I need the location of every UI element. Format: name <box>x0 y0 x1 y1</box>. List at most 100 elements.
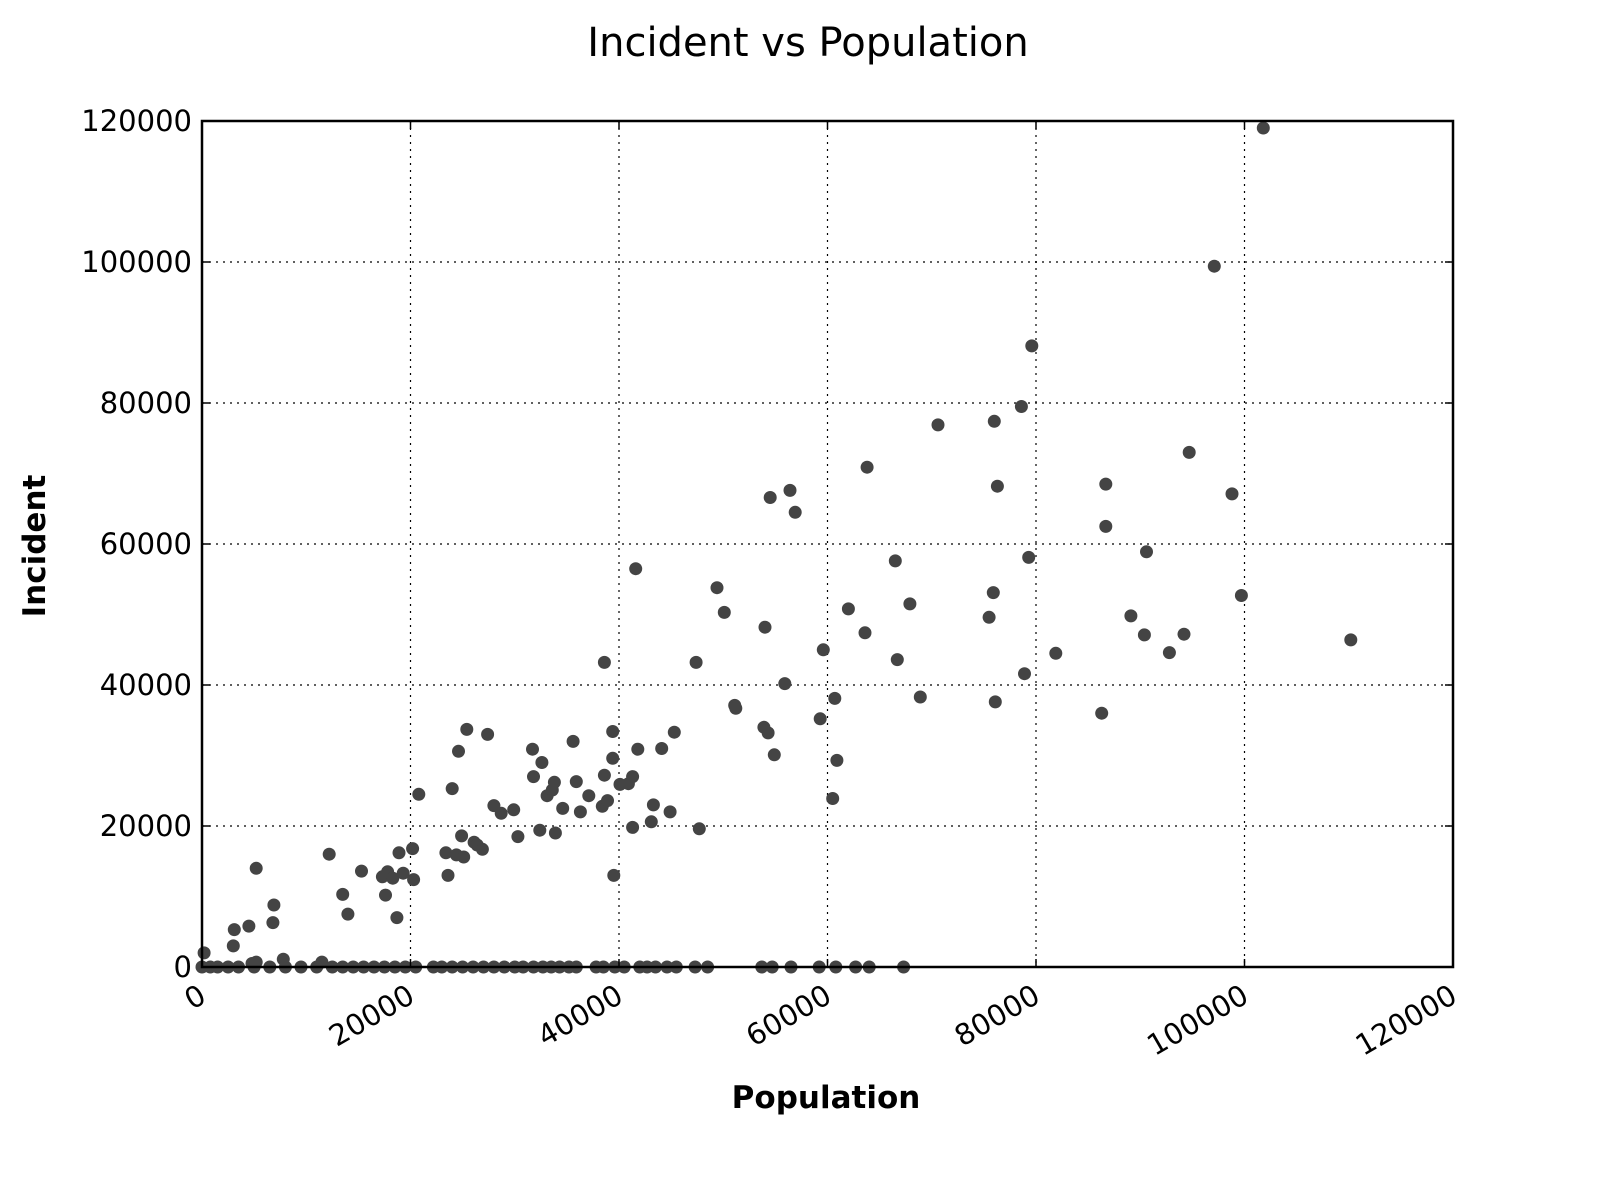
data-point <box>390 911 404 925</box>
data-point <box>573 805 587 819</box>
data-point <box>406 842 420 856</box>
data-point <box>1234 589 1248 602</box>
data-point <box>629 562 643 576</box>
data-point <box>533 823 547 837</box>
data-point <box>788 505 802 519</box>
x-axis-label: Population <box>732 1080 921 1116</box>
data-point <box>1256 121 1270 135</box>
data-point <box>597 768 611 782</box>
data-point <box>1140 545 1153 559</box>
data-point <box>1099 477 1113 491</box>
data-point <box>227 923 241 937</box>
data-point <box>582 789 596 803</box>
data-point <box>987 414 1001 428</box>
data-point <box>1225 487 1239 501</box>
data-point <box>763 491 777 504</box>
data-point <box>816 643 830 657</box>
data-point <box>607 868 621 882</box>
data-point <box>266 916 280 930</box>
data-point <box>606 751 620 765</box>
data-point <box>439 846 453 860</box>
data-point <box>494 806 508 820</box>
data-point <box>526 742 539 756</box>
data-point <box>626 820 640 834</box>
data-point <box>667 725 681 739</box>
data-point <box>601 794 614 808</box>
data-point <box>242 919 256 933</box>
data-point <box>535 756 549 769</box>
data-point <box>1014 400 1028 413</box>
data-point <box>1344 633 1358 647</box>
data-point <box>527 770 540 784</box>
y-tick-label: 80000 <box>100 386 192 420</box>
data-point <box>1177 627 1191 641</box>
data-point <box>1018 667 1031 681</box>
data-point <box>644 815 658 829</box>
x-tick-label: 60000 <box>740 978 837 1054</box>
data-point <box>267 898 281 912</box>
data-point <box>663 805 677 819</box>
data-point <box>1049 646 1063 660</box>
data-points <box>195 121 1358 974</box>
data-point <box>1022 550 1036 564</box>
data-point <box>412 787 426 801</box>
y-tick-label: 20000 <box>100 809 192 843</box>
data-point <box>569 775 583 789</box>
data-point <box>931 418 945 432</box>
y-tick-label: 100000 <box>81 245 192 279</box>
data-point <box>890 653 904 667</box>
data-point <box>692 822 706 836</box>
data-point <box>826 792 840 805</box>
data-point <box>341 907 355 921</box>
x-tick-label: 40000 <box>532 978 629 1054</box>
data-point <box>986 586 1000 600</box>
data-point <box>548 826 562 840</box>
data-point <box>729 701 743 715</box>
data-point <box>1099 519 1113 533</box>
data-point <box>460 722 474 736</box>
data-point <box>1207 259 1221 273</box>
data-point <box>631 742 645 756</box>
data-point <box>392 846 406 860</box>
data-point <box>1025 339 1039 353</box>
data-point <box>830 753 844 767</box>
y-tick-label: 120000 <box>81 104 192 138</box>
data-point <box>990 479 1004 493</box>
y-tick-label: 60000 <box>100 527 192 561</box>
data-point <box>566 734 580 748</box>
data-point <box>547 775 561 789</box>
data-point <box>197 946 211 960</box>
data-point <box>511 830 525 844</box>
data-point <box>783 483 797 497</box>
data-point <box>507 803 521 817</box>
data-point <box>841 602 855 616</box>
data-point <box>445 782 459 796</box>
data-point <box>355 864 368 878</box>
data-point <box>336 887 350 901</box>
y-tick-label: 0 <box>174 950 192 984</box>
data-point <box>860 460 874 474</box>
data-point <box>982 610 996 624</box>
data-point <box>1182 445 1196 459</box>
data-point <box>322 847 336 861</box>
data-point <box>249 861 263 875</box>
data-point <box>597 655 611 669</box>
data-point <box>1162 646 1176 660</box>
data-point <box>226 939 240 953</box>
data-point <box>710 581 724 595</box>
data-point <box>626 770 640 784</box>
data-point <box>556 801 570 815</box>
x-tick-label: 120000 <box>1350 978 1463 1063</box>
data-point <box>778 677 792 691</box>
data-point <box>761 726 775 740</box>
data-point <box>455 829 469 843</box>
x-tick-label: 80000 <box>949 978 1046 1054</box>
data-point <box>379 888 392 902</box>
data-point <box>717 605 731 619</box>
axis-ticks <box>201 120 1454 968</box>
data-point <box>689 655 703 669</box>
data-point <box>386 871 400 885</box>
y-tick-label: 40000 <box>100 668 192 702</box>
y-tick-labels: 0 20000 40000 60000 80000 100000 120000 <box>81 104 192 984</box>
